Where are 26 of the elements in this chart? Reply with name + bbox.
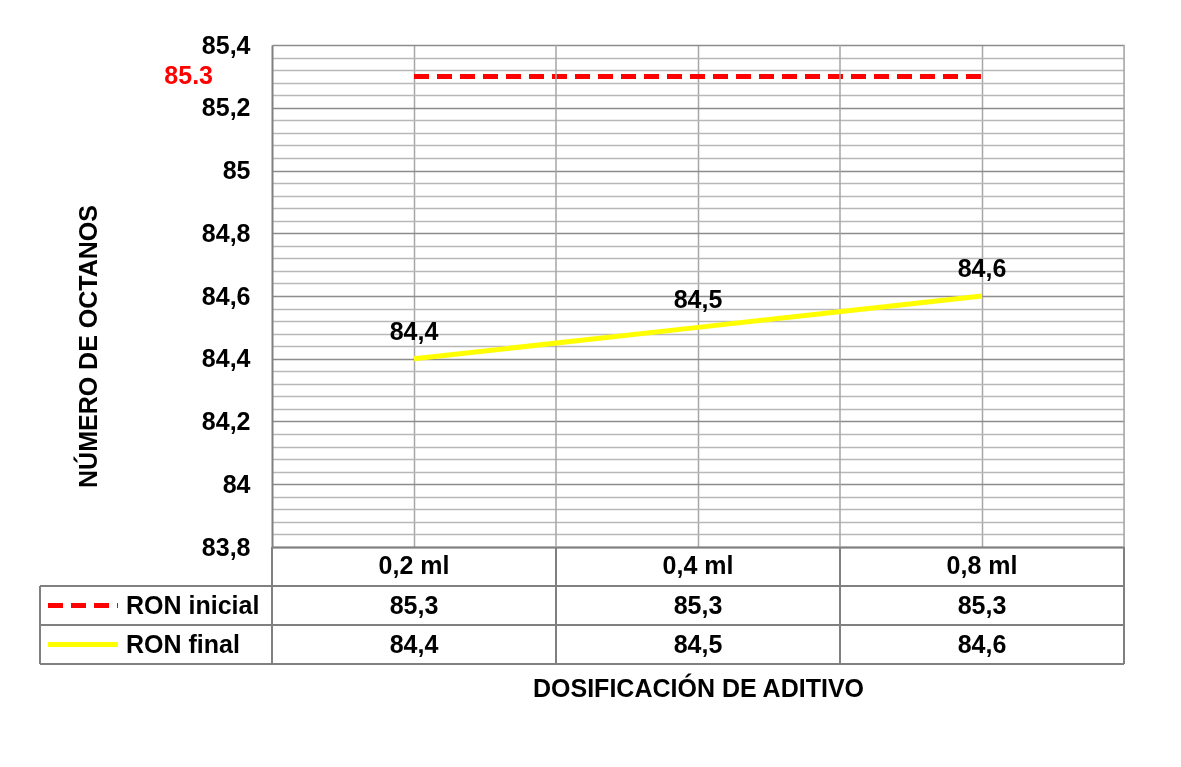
y-tick-label: 83,8: [201, 532, 251, 561]
x-tick-label: 0,8 ml: [946, 550, 1018, 579]
annotation: 84,6: [957, 254, 1007, 282]
y-tick-label: 84: [222, 469, 251, 498]
y-tick-label: 84,2: [201, 407, 251, 435]
data-label: 84,5: [673, 629, 723, 658]
y-tick-label: 85,4: [201, 30, 251, 59]
x-axis-title: DOSIFICACIÓN DE ADITIVO: [532, 672, 865, 702]
annotation: 84,5: [673, 285, 723, 314]
y-axis-title: NÚMERO DE OCTANOS: [72, 205, 102, 488]
y-tick-label: 84,8: [201, 218, 251, 247]
y-tick-label: 84,6: [201, 281, 251, 310]
data-label: 85,3: [957, 590, 1007, 619]
legend-label: RON final: [126, 629, 240, 658]
text: 85.3: [164, 61, 213, 89]
y-tick-label: 85,2: [201, 93, 251, 122]
x-tick-label: 0,4 ml: [662, 550, 734, 579]
legend-label: RON inicial: [126, 590, 260, 619]
y-tick-label: 84,4: [201, 344, 251, 373]
data-label: 85,3: [673, 590, 723, 619]
x-tick-label: 0,2 ml: [378, 550, 450, 579]
data-label: 85,3: [389, 590, 439, 619]
y-tick-label: 85: [222, 156, 251, 184]
data-label: 84,4: [389, 629, 439, 658]
annotation: 84,4: [389, 316, 439, 345]
data-label: 84,6: [957, 629, 1007, 658]
